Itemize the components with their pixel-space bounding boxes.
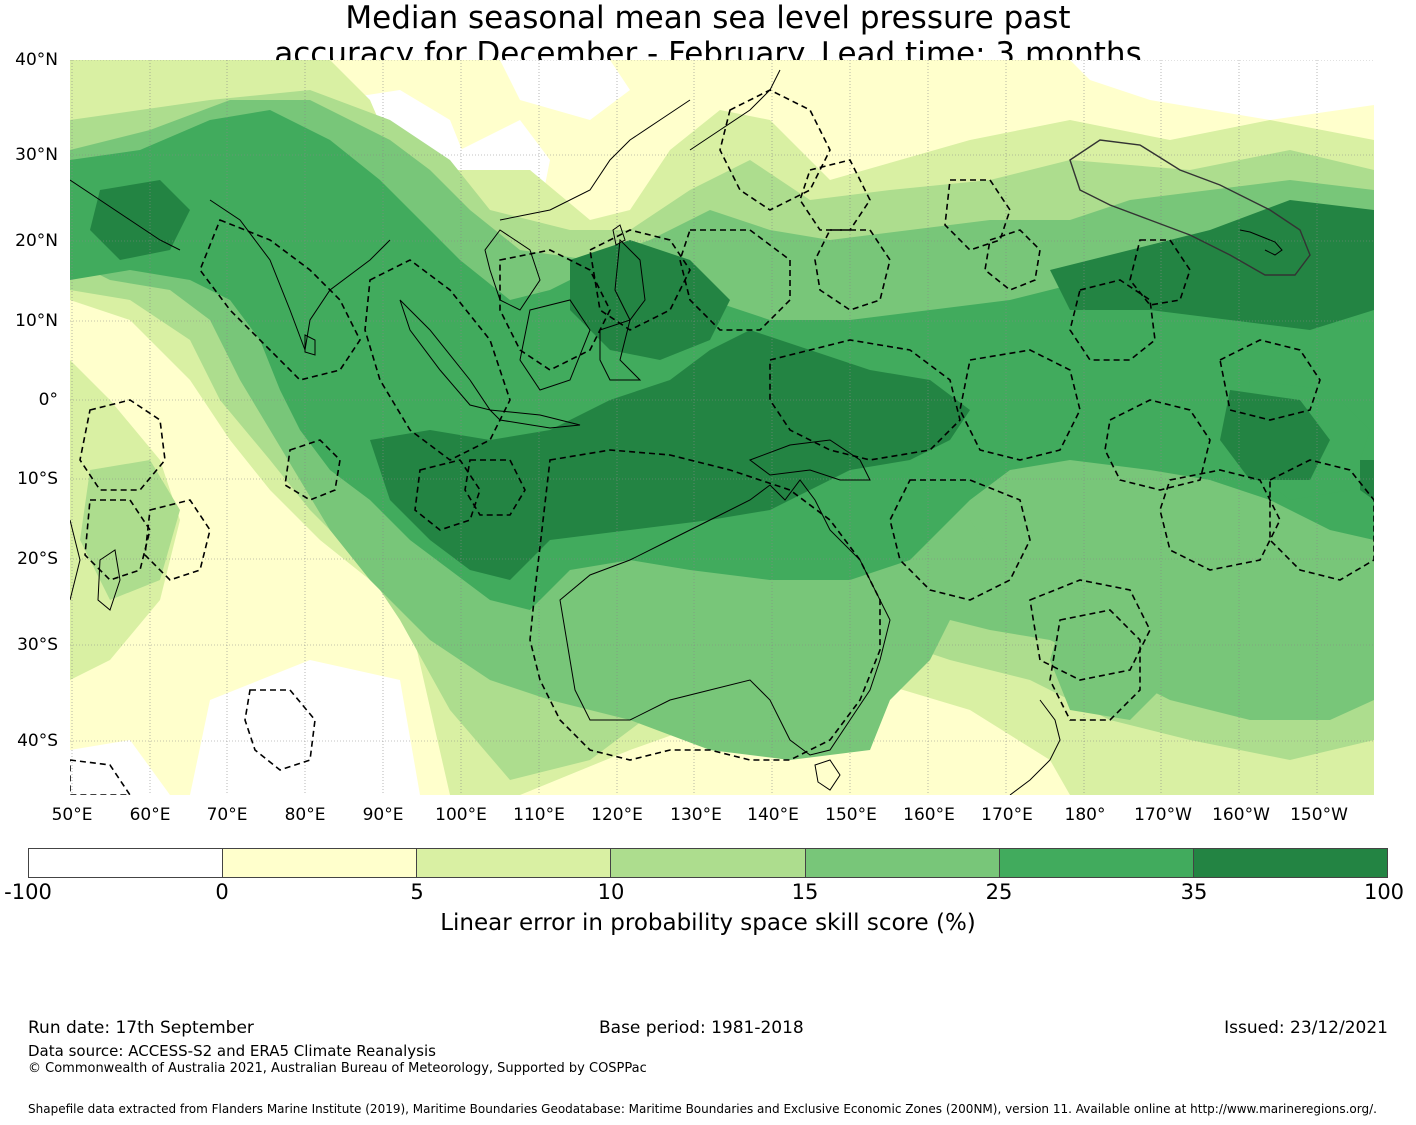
lon-label-70e: 70°E bbox=[206, 805, 248, 825]
colorbar-segment bbox=[611, 849, 806, 877]
issued-date: Issued: 23/12/2021 bbox=[1224, 1018, 1388, 1038]
philippines-coastline bbox=[614, 238, 646, 321]
lat-label-10s: 10°S bbox=[17, 469, 58, 489]
east-africa-coastline bbox=[70, 519, 81, 601]
colorbar-tick: 100 bbox=[1363, 880, 1405, 904]
arabia-coastline bbox=[70, 179, 181, 251]
tasmania-coastline bbox=[814, 759, 841, 791]
lon-label-90e: 90°E bbox=[362, 805, 404, 825]
sri-lanka-coastline bbox=[304, 334, 316, 356]
coastlines bbox=[70, 69, 1283, 795]
taiwan-coastline bbox=[612, 224, 626, 246]
copyright: © Commonwealth of Australia 2021, Austra… bbox=[28, 1061, 647, 1076]
lat-label-40s: 40°S bbox=[17, 731, 58, 751]
map-title-line1: Median seasonal mean sea level pressure … bbox=[345, 0, 1071, 36]
map-title: Median seasonal mean sea level pressure … bbox=[0, 0, 1416, 72]
japan-coastline bbox=[689, 69, 781, 151]
colorbar-tick: 15 bbox=[791, 880, 819, 904]
skill-score-map bbox=[70, 60, 1374, 795]
lat-label-30s: 30°S bbox=[17, 635, 58, 655]
australia-coastline bbox=[559, 479, 891, 756]
lon-label-150e: 150°E bbox=[825, 805, 877, 825]
lat-label-10n: 10°N bbox=[15, 311, 58, 331]
colorbar-segment bbox=[805, 849, 1000, 877]
china-coastline bbox=[499, 99, 691, 221]
colorbar-tick: 5 bbox=[410, 880, 424, 904]
map-canvas bbox=[70, 60, 1374, 795]
lon-label-120e: 120°E bbox=[591, 805, 643, 825]
shapefile-credit: Shapefile data extracted from Flanders M… bbox=[28, 1102, 1377, 1116]
borneo-coastline bbox=[519, 299, 591, 391]
colorbar-tick: -100 bbox=[4, 880, 52, 904]
colorbar bbox=[28, 848, 1388, 878]
lat-label-20s: 20°S bbox=[17, 549, 58, 569]
colorbar-tick: 35 bbox=[1180, 880, 1208, 904]
lon-label-180: 180° bbox=[1064, 805, 1106, 825]
lon-label-160w: 160°W bbox=[1212, 805, 1270, 825]
lon-label-170w: 170°W bbox=[1134, 805, 1192, 825]
lat-label-20n: 20°N bbox=[15, 231, 58, 251]
base-period: Base period: 1981-2018 bbox=[599, 1018, 804, 1038]
lon-label-110e: 110°E bbox=[513, 805, 565, 825]
madagascar-coastline bbox=[97, 549, 121, 611]
lon-label-140e: 140°E bbox=[747, 805, 799, 825]
lat-label-30n: 30°N bbox=[15, 145, 58, 165]
lat-label-0: 0° bbox=[38, 390, 58, 410]
data-source: Data source: ACCESS-S2 and ERA5 Climate … bbox=[28, 1042, 436, 1060]
lon-label-60e: 60°E bbox=[129, 805, 171, 825]
colorbar-tick: 10 bbox=[597, 880, 625, 904]
hawaii-coastline bbox=[1239, 229, 1283, 256]
colorbar-tick: 25 bbox=[985, 880, 1013, 904]
hawaii-eez-boundary bbox=[1069, 139, 1311, 276]
indochina-coastline bbox=[484, 229, 541, 311]
lat-label-40n: 40°N bbox=[15, 50, 58, 70]
colorbar-segment bbox=[223, 849, 418, 877]
colorbar-tick: 0 bbox=[215, 880, 229, 904]
colorbar-label: Linear error in probability space skill … bbox=[440, 910, 976, 936]
lon-label-150w: 150°W bbox=[1290, 805, 1348, 825]
colorbar-segment bbox=[417, 849, 612, 877]
new-zealand-coastline bbox=[1009, 699, 1061, 795]
lon-label-80e: 80°E bbox=[284, 805, 326, 825]
lon-label-160e: 160°E bbox=[903, 805, 955, 825]
colorbar-segment bbox=[29, 849, 224, 877]
new-guinea-coastline bbox=[748, 439, 871, 481]
lon-label-130e: 130°E bbox=[670, 805, 722, 825]
lon-label-50e: 50°E bbox=[51, 805, 93, 825]
lon-label-170e: 170°E bbox=[981, 805, 1033, 825]
run-date: Run date: 17th September bbox=[28, 1018, 254, 1038]
java-coastline bbox=[488, 409, 581, 429]
colorbar-segment bbox=[1193, 849, 1387, 877]
colorbar-segment bbox=[999, 849, 1194, 877]
lon-label-100e: 100°E bbox=[435, 805, 487, 825]
eez-boundaries bbox=[70, 89, 1374, 795]
map-gridlines bbox=[70, 60, 1374, 795]
sumatra-coastline bbox=[399, 299, 492, 411]
